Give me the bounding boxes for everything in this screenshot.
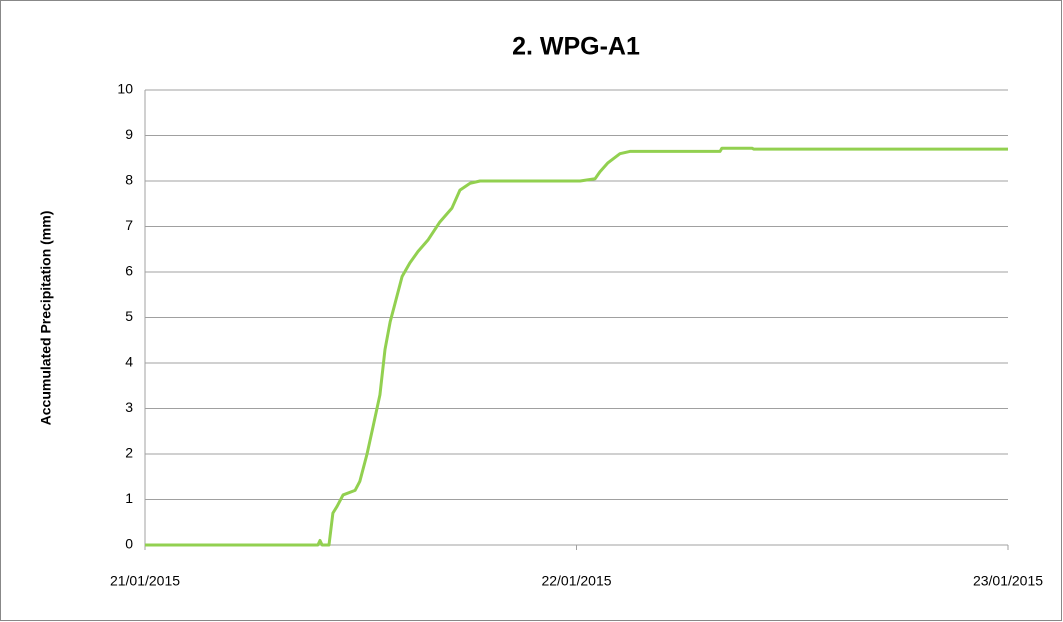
data-line	[145, 146, 1008, 547]
y-tick-label: 0	[125, 536, 133, 552]
y-tick-label: 1	[125, 490, 133, 506]
x-tick-label: 22/01/2015	[541, 573, 611, 589]
y-axis-label: Accumulated Precipitation (mm)	[38, 211, 54, 426]
x-tick-label: 23/01/2015	[973, 573, 1043, 589]
y-tick-label: 5	[125, 308, 133, 324]
y-tick-label: 8	[125, 172, 133, 188]
chart-title: 2. WPG-A1	[512, 33, 640, 61]
y-tick-label: 2	[125, 445, 133, 461]
y-tick-label: 3	[125, 399, 133, 415]
y-tick-label: 10	[117, 81, 133, 97]
y-tick-label: 6	[125, 263, 133, 279]
y-tick-label: 7	[125, 217, 133, 233]
y-tick-label: 4	[125, 354, 133, 370]
y-tick-label: 9	[125, 126, 133, 142]
x-tick-label: 21/01/2015	[110, 573, 180, 589]
